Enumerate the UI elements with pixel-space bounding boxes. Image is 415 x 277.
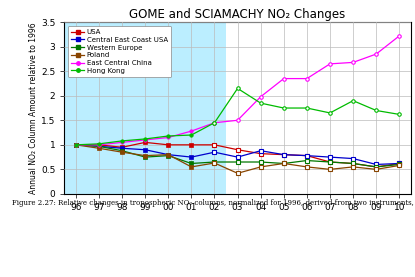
Title: GOME and SCIAMACHY NO₂ Changes: GOME and SCIAMACHY NO₂ Changes — [129, 8, 346, 21]
Bar — [64, 22, 226, 194]
Legend: USA, Central East Coast USA, Western Europe, Poland, East Central China, Hong Ko: USA, Central East Coast USA, Western Eur… — [68, 26, 171, 77]
Y-axis label: Annual NO₂ Column Amount relative to 1996: Annual NO₂ Column Amount relative to 199… — [29, 22, 38, 194]
Text: Figure 2.27: Relative changes in tropospheric NO₂ columns, normalized for 1996, : Figure 2.27: Relative changes in troposp… — [12, 199, 415, 207]
